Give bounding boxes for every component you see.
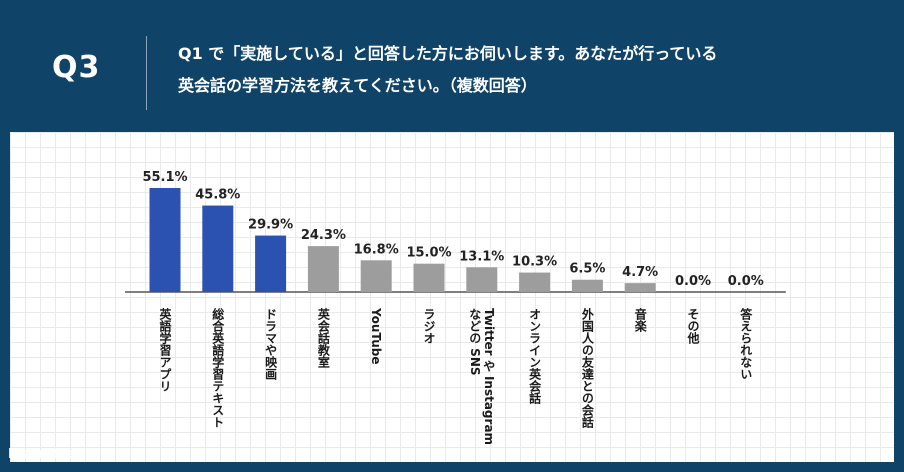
value-label-2: 45.8% [195,188,240,203]
category-label-1: 英語学習アプリ [158,308,172,392]
category-label-6: ラジオ [422,308,436,344]
bar-6 [413,263,445,292]
bar-7 [466,267,498,292]
bar-2 [202,205,234,292]
question-number: Q3 [52,50,101,85]
bar-5 [360,260,392,292]
question-line-2: 英会話の学習方法を教えてください。（複数回答） [178,76,537,95]
value-label-10: 4.7% [622,265,658,280]
bar-10 [624,283,656,292]
category-label-8: オンライン英会話 [527,308,542,404]
value-label-3: 29.9% [248,218,293,233]
bar-9 [571,279,603,292]
value-label-11: 0.0% [675,274,711,289]
category-label-12: 答えられない [738,308,753,380]
category-label-10: 音楽 [633,308,648,332]
bar-8 [519,272,551,292]
value-label-1: 55.1% [142,170,187,185]
category-label-11: その他 [686,308,700,344]
value-label-9: 6.5% [569,262,605,277]
value-label-8: 10.3% [512,255,557,270]
value-label-4: 24.3% [301,228,346,243]
chart-panel: 55.1% 45.8% 29.9% 24.3% 16.8% 15.0% 13.1% 10.3%… [10,132,894,462]
question-line-1: Q1 で「実施している」と回答した方にお伺いします。あなたが行っている [178,44,718,63]
value-label-5: 16.8% [354,242,399,257]
category-label-4: 英会話教室 [316,308,331,368]
bar-chart: 55.1% 45.8% 29.9% 24.3% 16.8% 15.0% 13.1% 10.3%… [125,170,786,293]
bar-4 [307,246,339,292]
category-label-2: 総合英語学習テキスト [210,308,225,428]
bizmates-logo: Bizmates [8,447,76,462]
value-label-6: 15.0% [406,246,451,261]
category-label-9: 外国人の友達との会話 [580,308,595,428]
category-label-3: ドラマや映画 [263,308,278,380]
bar-3 [255,235,287,292]
category-label-7: Twitter や Instagram などの SNS [467,308,496,446]
header: Q3 Q1 で「実施している」と回答した方にお伺いします。あなたが行っている 英… [0,0,904,132]
value-label-7: 13.1% [459,249,504,264]
header-divider [146,36,147,110]
category-label-5: YouTube [369,308,384,365]
value-label-12: 0.0% [728,274,764,289]
question-text: Q1 で「実施している」と回答した方にお伺いします。あなたが行っている 英会話の… [178,38,878,102]
bar-1 [149,188,181,292]
